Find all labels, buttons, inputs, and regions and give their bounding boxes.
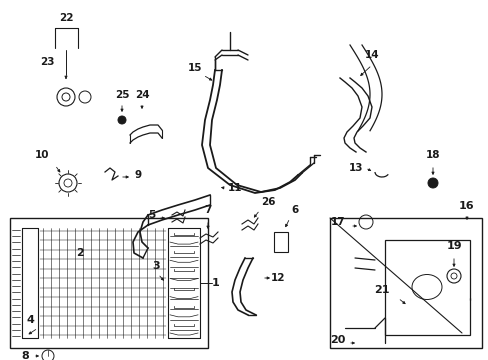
Text: 12: 12 — [270, 273, 285, 283]
Text: 8: 8 — [21, 351, 29, 360]
Text: 2: 2 — [76, 248, 84, 258]
Text: 20: 20 — [329, 335, 345, 345]
Text: 16: 16 — [458, 201, 474, 211]
Text: 14: 14 — [364, 50, 379, 60]
Text: 10: 10 — [35, 150, 49, 160]
Text: 1: 1 — [212, 278, 220, 288]
Text: 23: 23 — [40, 57, 54, 67]
Text: 6: 6 — [291, 205, 298, 215]
Bar — [273, 232, 287, 252]
Text: 15: 15 — [187, 63, 202, 73]
Text: 25: 25 — [115, 90, 129, 100]
Bar — [329, 218, 481, 348]
Text: 11: 11 — [227, 183, 242, 193]
Text: 17: 17 — [330, 217, 345, 227]
Text: 3: 3 — [152, 261, 160, 271]
Circle shape — [427, 178, 437, 188]
Text: 9: 9 — [134, 170, 141, 180]
Text: 5: 5 — [148, 210, 155, 220]
Text: 13: 13 — [348, 163, 363, 173]
Text: 4: 4 — [26, 315, 34, 325]
Text: 24: 24 — [134, 90, 149, 100]
Bar — [384, 240, 469, 335]
Text: 19: 19 — [445, 241, 461, 251]
Text: 22: 22 — [59, 13, 73, 23]
Text: 26: 26 — [260, 197, 275, 207]
Bar — [10, 218, 207, 348]
Circle shape — [118, 116, 126, 124]
Text: 18: 18 — [425, 150, 439, 160]
Text: 7: 7 — [204, 205, 211, 215]
Text: 21: 21 — [373, 285, 389, 295]
